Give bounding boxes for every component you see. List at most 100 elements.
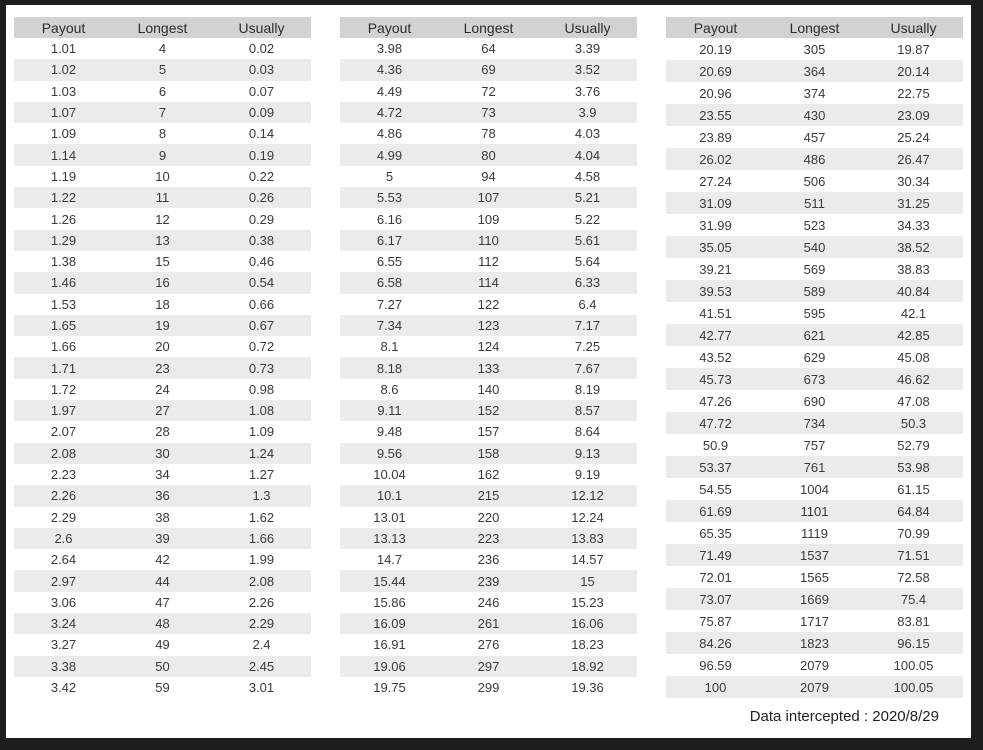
table-cell: 39 <box>155 530 170 546</box>
table-cell: 30 <box>155 445 170 461</box>
table-cell: 123 <box>477 318 500 333</box>
table-cell: 3.39 <box>574 41 601 57</box>
table-row: 27.24 506 30.34 <box>666 170 963 192</box>
table-cell: 0.38 <box>248 232 275 248</box>
table-row: 54.55 1004 61.15 <box>666 478 963 500</box>
table-row: 42.77 621 42.85 <box>666 324 963 346</box>
table-cell: 72 <box>481 83 496 99</box>
table-cell: 0.66 <box>248 296 275 312</box>
table-cell: 100.05 <box>893 657 934 673</box>
table-cell: 5 <box>385 168 394 184</box>
table-cell: 0.09 <box>248 105 275 121</box>
table-cell: 2.29 <box>50 509 77 525</box>
table-cell: 73.07 <box>699 591 732 607</box>
table-cell: 110 <box>478 232 499 248</box>
table-cell: 1.03 <box>50 83 77 99</box>
table-cell: 114 <box>478 275 499 291</box>
table-cell: 1.66 <box>50 339 77 355</box>
table-cell: 0.73 <box>248 360 275 376</box>
table-cell: 4.58 <box>574 168 601 184</box>
table-cell: 1.22 <box>50 190 77 206</box>
table-row: 1.66 20 0.72 <box>14 336 311 357</box>
table-cell: 0.29 <box>248 211 275 227</box>
header-row: Payout Longest Usually <box>666 17 963 38</box>
table-row: 47.26 690 47.08 <box>666 390 963 412</box>
table-row: 2.6 39 1.66 <box>14 527 311 550</box>
table-cell: 1.3 <box>252 488 271 504</box>
table-cell: 152 <box>477 403 500 419</box>
table-row: 72.01 1565 72.58 <box>666 566 963 588</box>
table-cell: 9.13 <box>574 445 601 461</box>
table-row: 6.55 112 5.64 <box>340 251 637 272</box>
table-row: 8.18 133 7.67 <box>340 357 637 379</box>
table-cell: 215 <box>477 488 500 504</box>
table-row: 1.46 16 0.54 <box>14 272 311 294</box>
table-cell: 20.96 <box>699 85 732 101</box>
table-cell: 757 <box>803 437 826 453</box>
table-cell: 2.23 <box>50 467 77 483</box>
table-cell: 45.73 <box>699 371 732 387</box>
table-cell: 1.97 <box>50 403 77 419</box>
table-cell: 8.19 <box>574 381 601 397</box>
column-header: Longest <box>765 17 864 38</box>
table-cell: 0.67 <box>248 318 275 333</box>
table-cell: 1.09 <box>50 126 77 142</box>
table-row: 13.13 223 13.83 <box>340 527 637 550</box>
table-cell: 2.97 <box>50 573 77 589</box>
table-cell: 23.89 <box>699 129 732 145</box>
table-cell: 133 <box>477 360 500 376</box>
table-cell: 569 <box>803 261 826 277</box>
table-cell: 7.67 <box>574 360 601 376</box>
column-header: Payout <box>340 17 439 38</box>
table-cell: 10.1 <box>376 488 403 504</box>
table-row: 65.35 1119 70.99 <box>666 522 963 544</box>
table-cell: 3.42 <box>50 680 77 696</box>
table-row: 15.86 246 15.23 <box>340 592 637 613</box>
table-row: 23.89 457 25.24 <box>666 126 963 148</box>
table-cell: 1.99 <box>248 552 275 568</box>
table-cell: 52.79 <box>897 437 930 453</box>
table-row: 1.02 5 0.03 <box>14 59 311 81</box>
table-cell: 41.51 <box>699 305 732 321</box>
table-cell: 2.08 <box>248 573 275 589</box>
table-cell: 19.87 <box>897 41 930 57</box>
table-cell: 39.53 <box>699 283 732 299</box>
table-row: 39.21 569 38.83 <box>666 258 963 280</box>
table-cell: 50.9 <box>702 437 729 453</box>
table-cell: 8 <box>158 126 167 142</box>
table-row: 4.49 72 3.76 <box>340 81 637 102</box>
table-cell: 3.24 <box>50 616 77 632</box>
table-cell: 13.01 <box>373 509 406 525</box>
table-cell: 0.26 <box>248 190 275 206</box>
table-cell: 13.13 <box>373 530 406 546</box>
table-cell: 11 <box>155 190 170 206</box>
table-cell: 53.98 <box>897 459 930 475</box>
table-cell: 9.11 <box>377 403 402 419</box>
table-cell: 27.24 <box>699 173 732 189</box>
table-cell: 6.55 <box>376 254 403 270</box>
table-cell: 0.19 <box>248 147 275 163</box>
table-row: 20.19 305 19.87 <box>666 38 963 60</box>
table-cell: 47 <box>155 594 170 610</box>
table-cell: 6 <box>158 83 167 99</box>
table-cell: 122 <box>477 296 500 312</box>
table-row: 3.42 59 3.01 <box>14 677 311 698</box>
table-row: 84.26 1823 96.15 <box>666 632 963 654</box>
table-cell: 1.19 <box>50 168 77 184</box>
table-row: 1.65 19 0.67 <box>14 314 311 337</box>
table-cell: 54.55 <box>699 481 732 497</box>
table-cell: 8.18 <box>376 360 403 376</box>
table-row: 9.48 157 8.64 <box>340 421 637 442</box>
table-cell: 20 <box>155 339 170 355</box>
table-cell: 26.47 <box>897 151 930 167</box>
table-row: 16.09 261 16.06 <box>340 613 637 635</box>
table-row: 1.26 12 0.29 <box>14 208 311 229</box>
table-row: 6.16 109 5.22 <box>340 208 637 229</box>
table-row: 1.07 7 0.09 <box>14 101 311 124</box>
table-cell: 16.09 <box>373 616 406 632</box>
table-row: 9.11 152 8.57 <box>340 400 637 422</box>
table-row: 10.1 215 12.12 <box>340 485 637 507</box>
table-cell: 1.07 <box>50 105 77 121</box>
table-row: 61.69 1101 64.84 <box>666 500 963 522</box>
table-row: 19.75 299 19.36 <box>340 677 637 698</box>
